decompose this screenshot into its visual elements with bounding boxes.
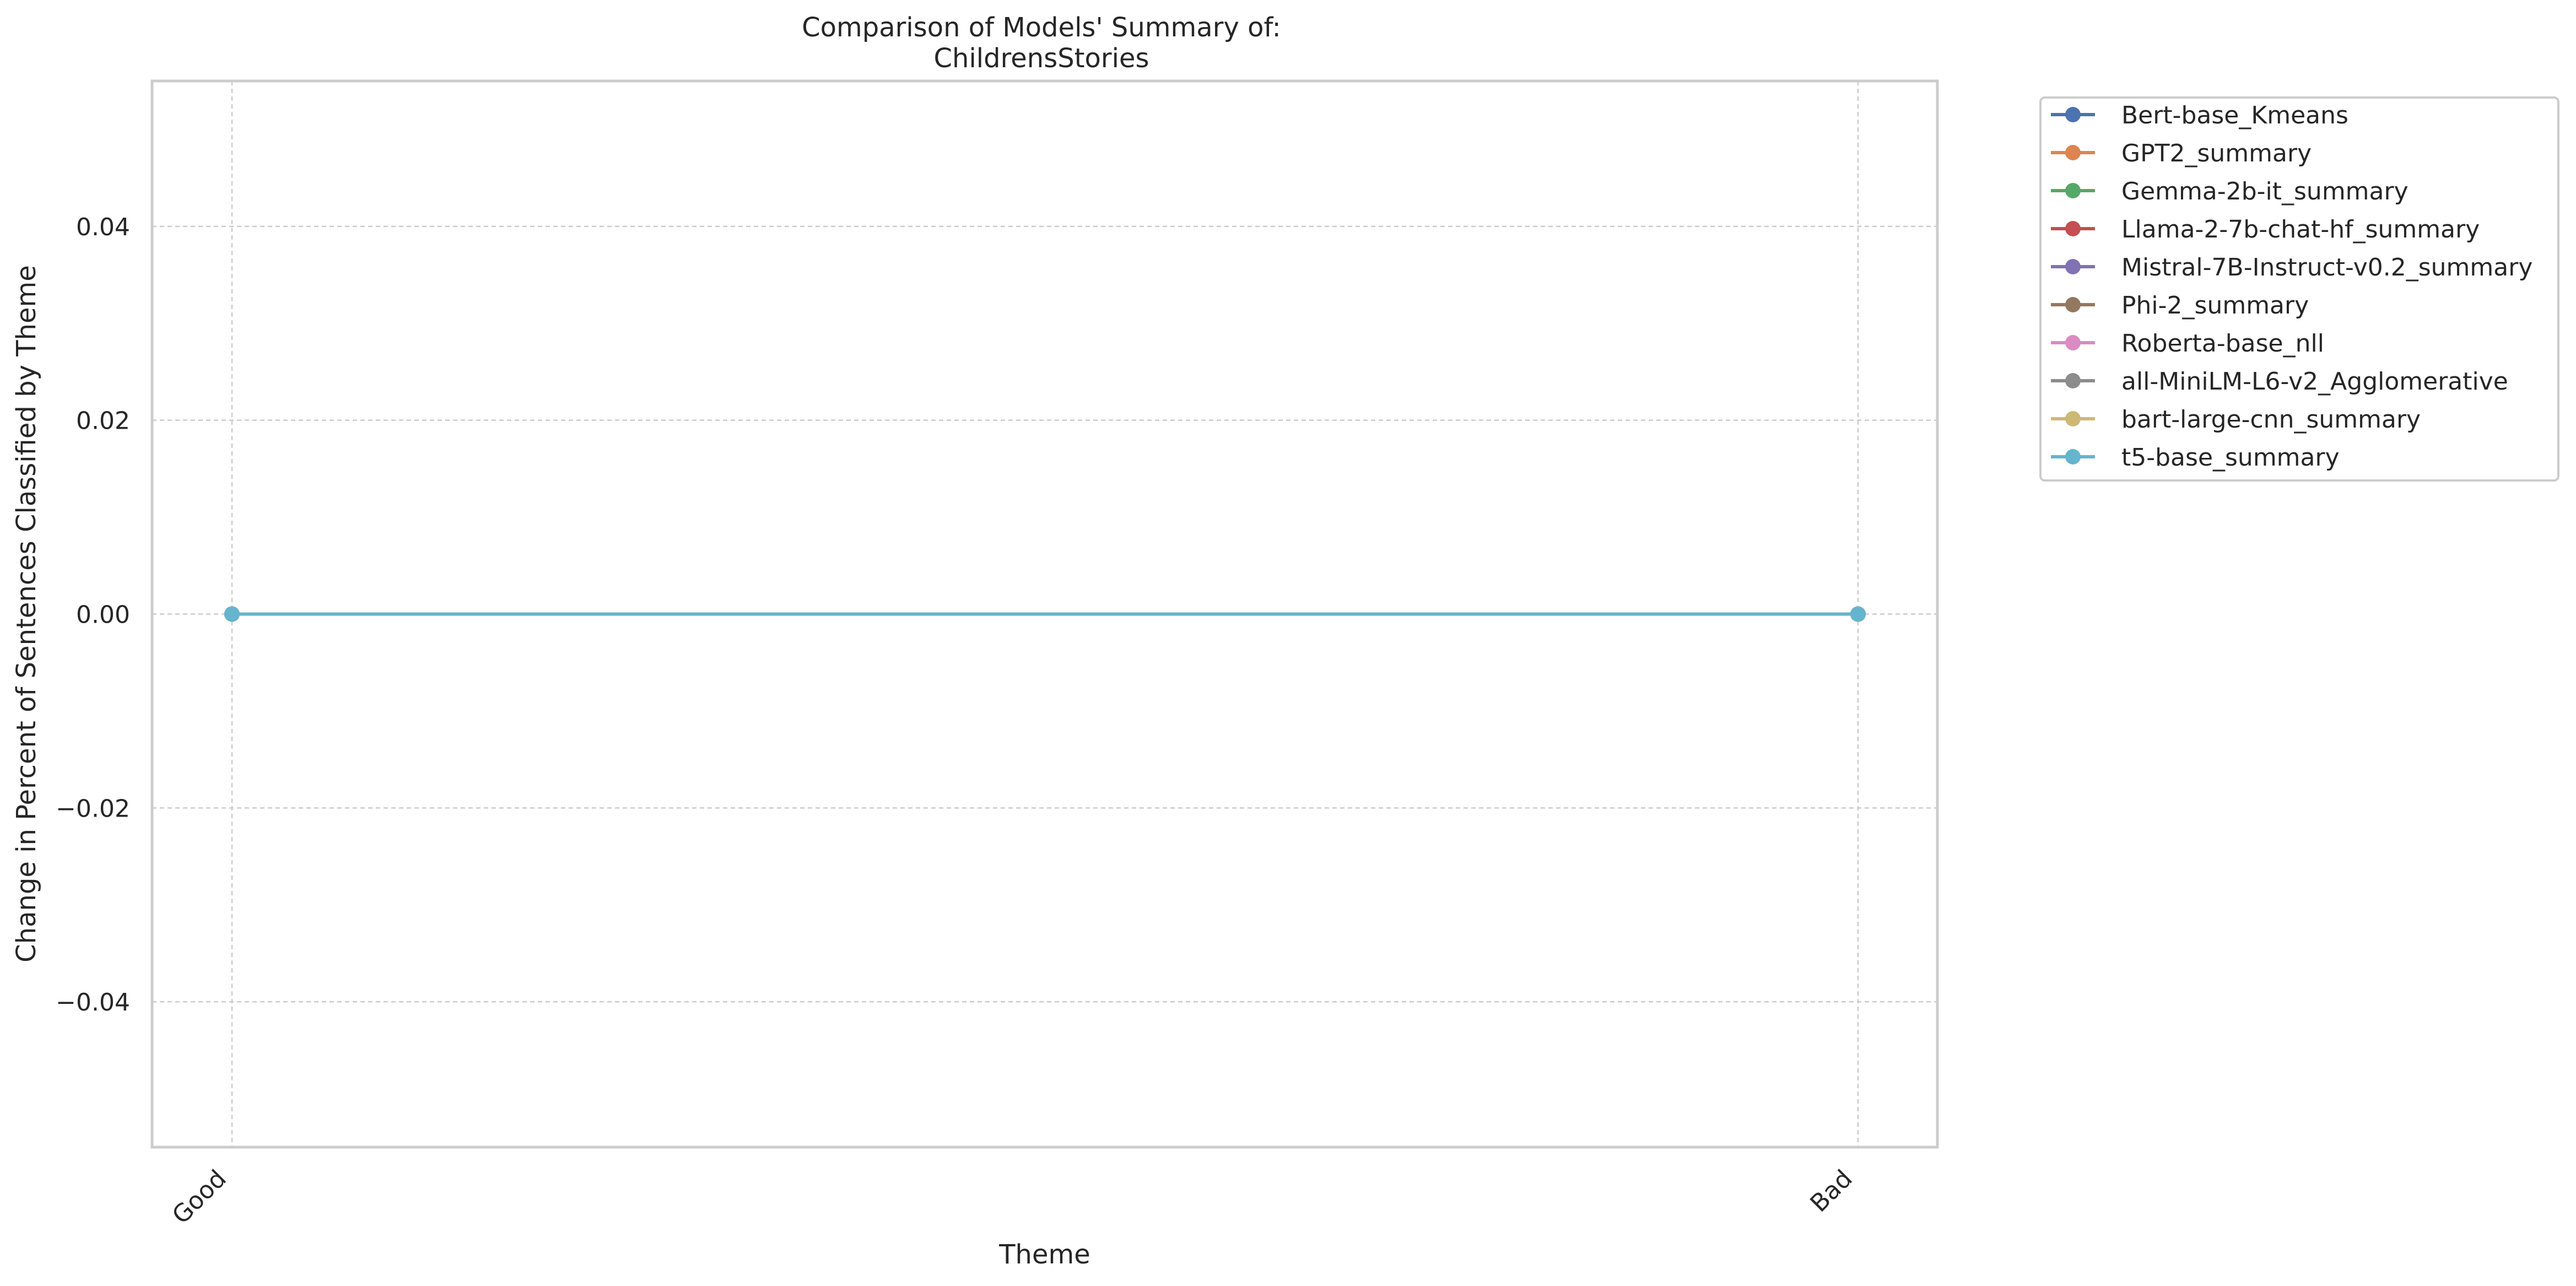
series-t5-base_summary bbox=[224, 606, 1866, 622]
legend-entry: Gemma-2b-it_summary bbox=[2051, 177, 2408, 206]
legend-entry: all-MiniLM-L6-v2_Agglomerative bbox=[2051, 368, 2508, 396]
legend-label: t5-base_summary bbox=[2121, 444, 2340, 472]
y-axis-label: Change in Percent of Sentences Classifie… bbox=[11, 265, 42, 963]
legend-swatch-marker bbox=[2065, 297, 2081, 312]
legend-label: Roberta-base_nll bbox=[2121, 329, 2324, 358]
legend-swatch-marker bbox=[2065, 335, 2081, 350]
legend-swatch-marker bbox=[2065, 449, 2081, 464]
legend-label: GPT2_summary bbox=[2121, 139, 2312, 167]
legend-entry: GPT2_summary bbox=[2051, 139, 2312, 167]
y-tick-label: 0.02 bbox=[76, 407, 130, 435]
data-point bbox=[1850, 606, 1866, 622]
legend-label: all-MiniLM-L6-v2_Agglomerative bbox=[2121, 368, 2508, 396]
legend-entry: Phi-2_summary bbox=[2051, 291, 2309, 320]
legend-entry: Roberta-base_nll bbox=[2051, 329, 2324, 358]
x-axis-label: Theme bbox=[998, 1239, 1090, 1270]
legend-label: Gemma-2b-it_summary bbox=[2121, 177, 2408, 206]
legend-label: Mistral-7B-Instruct-v0.2_summary bbox=[2121, 253, 2532, 282]
y-tick-labels: −0.04 −0.02 0.00 0.02 0.04 bbox=[56, 213, 130, 1017]
legend-swatch-marker bbox=[2065, 259, 2081, 274]
legend-entry: Mistral-7B-Instruct-v0.2_summary bbox=[2051, 253, 2532, 282]
plot-frame bbox=[150, 79, 1939, 1149]
chart-title-line-1: Comparison of Models' Summary of: bbox=[802, 12, 1281, 43]
legend-swatch-marker bbox=[2065, 373, 2081, 388]
legend-entry: Bert-base_Kmeans bbox=[2051, 101, 2348, 129]
legend-entry: Llama-2-7b-chat-hf_summary bbox=[2051, 215, 2480, 244]
legend-label: Llama-2-7b-chat-hf_summary bbox=[2121, 215, 2480, 244]
legend-swatch-marker bbox=[2065, 145, 2081, 160]
y-tick-label: 0.04 bbox=[76, 213, 130, 241]
legend-swatch-marker bbox=[2065, 107, 2081, 122]
legend-entry: t5-base_summary bbox=[2051, 444, 2340, 472]
legend-swatch-marker bbox=[2065, 183, 2081, 198]
legend-entries: Bert-base_Kmeans GPT2_summary Gemma-2b-it_… bbox=[2051, 101, 2532, 472]
legend-label: Bert-base_Kmeans bbox=[2121, 101, 2348, 129]
legend-label: bart-large-cnn_summary bbox=[2121, 406, 2421, 434]
legend-swatch-marker bbox=[2065, 411, 2081, 426]
legend-label: Phi-2_summary bbox=[2121, 291, 2309, 320]
y-tick-label: −0.02 bbox=[56, 795, 130, 823]
legend-entry: bart-large-cnn_summary bbox=[2051, 406, 2421, 434]
legend: Bert-base_Kmeans GPT2_summary Gemma-2b-it_… bbox=[2039, 96, 2559, 482]
chart-title-line-2: ChildrensStories bbox=[934, 43, 1149, 74]
series-layer bbox=[224, 606, 1866, 622]
data-point bbox=[224, 606, 240, 622]
y-tick-label: 0.00 bbox=[76, 601, 130, 629]
y-tick-label: −0.04 bbox=[56, 988, 130, 1017]
legend-frame bbox=[2039, 96, 2559, 482]
legend-swatch-marker bbox=[2065, 221, 2081, 236]
